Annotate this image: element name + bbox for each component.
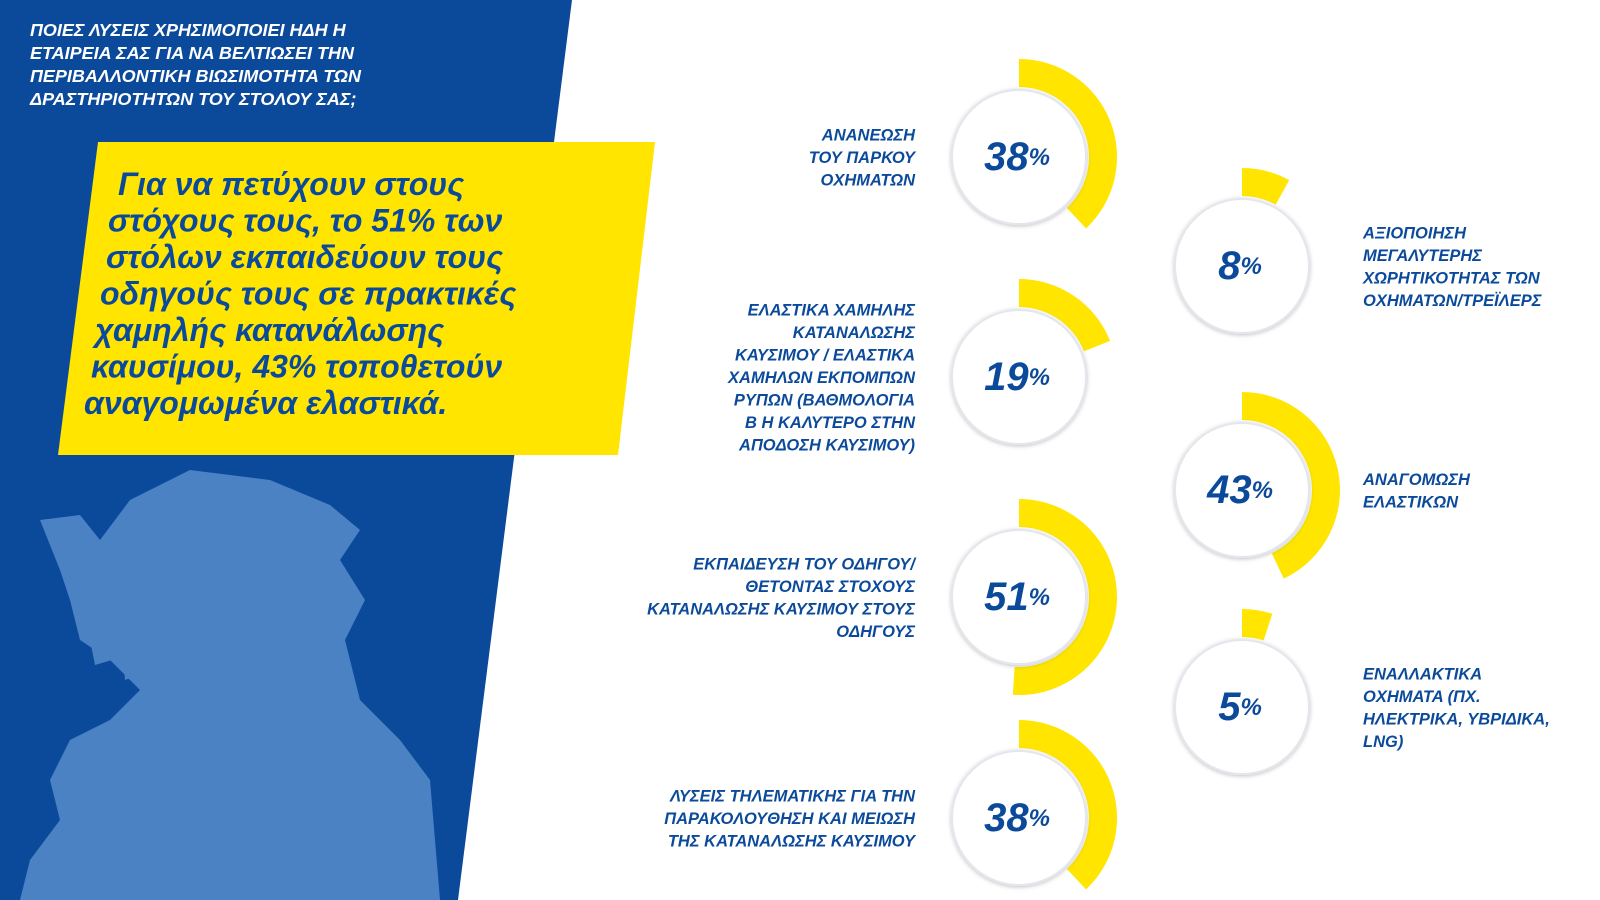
gauge-number: 51 xyxy=(984,575,1029,619)
gauge-arc xyxy=(1242,168,1290,205)
highlight-line: οδηγούς τους σε πρακτικές xyxy=(100,276,516,312)
gauge-number: 43 xyxy=(1206,468,1252,512)
gauge-label: ΑΞΙΟΠΟΙΗΣΗ xyxy=(1362,224,1467,242)
gauge-unit: % xyxy=(1029,584,1050,611)
gauge-label: ΘΕΤΟΝΤΑΣ ΣΤΟΧΟΥΣ xyxy=(745,578,915,596)
gauge-arc xyxy=(1019,59,1117,229)
gauge-disc xyxy=(951,309,1087,445)
gauge-disc xyxy=(1174,198,1310,334)
gauge-label: ΑΠΟΔΟΣΗ ΚΑΥΣΙΜΟΥ) xyxy=(738,437,915,455)
highlight-line: αναγομωμένα ελαστικά. xyxy=(84,385,447,421)
gauge-label: ΚΑΥΣΙΜΟΥ / ΕΛΑΣΤΙΚΑ xyxy=(735,347,915,365)
gauge-value: 51% xyxy=(984,575,1050,619)
gauge-arc xyxy=(1242,392,1340,579)
highlight-box xyxy=(58,142,655,455)
gauge-label: ΤΗΣ ΚΑΤΑΝΑΛΩΣΗΣ ΚΑΥΣΙΜΟΥ xyxy=(668,833,917,851)
gauge-label: ΚΑΤΑΝΑΛΩΣΗΣ ΚΑΥΣΙΜΟΥ ΣΤΟΥΣ xyxy=(647,600,915,618)
question-line: ΠΕΡΙΒΑΛΛΟΝΤΙΚΗ ΒΙΩΣΙΜΟΤΗΤΑ ΤΩΝ xyxy=(30,66,362,86)
gauge-label: ΑΝΑΝΕΩΣΗ xyxy=(821,127,916,145)
gauge-arc xyxy=(1012,499,1117,695)
gauge-value: 38% xyxy=(984,796,1050,840)
gauge-disc xyxy=(1174,639,1310,775)
gauge-value: 43% xyxy=(1206,468,1273,512)
gauge-value: 8% xyxy=(1218,244,1262,288)
gauge-label: Β Η ΚΑΛΥΤΕΡΟ ΣΤΗΝ xyxy=(745,414,916,432)
highlight-line: καυσίμου, 43% τοποθετούν xyxy=(91,349,502,385)
gauge-label: ΕΚΠΑΙΔΕΥΣΗ ΤΟΥ ΟΔΗΓΟΥ/ xyxy=(693,555,917,573)
gauge-label: ΕΛΑΣΤΙΚΩΝ xyxy=(1363,493,1459,511)
gauge-label: ΟΧΗΜΑΤΑ (ΠΧ. xyxy=(1363,688,1481,706)
gauge-label: ΠΑΡΑΚΟΛΟΥΘΗΣΗ ΚΑΙ ΜΕΙΩΣΗ xyxy=(664,810,916,828)
gauge-disc xyxy=(1174,422,1310,558)
gauge-number: 5 xyxy=(1218,685,1241,729)
gauge-label: ΚΑΤΑΝΑΛΩΣΗΣ xyxy=(793,324,915,342)
gauge-label: ΤΟΥ ΠΑΡΚΟΥ xyxy=(809,149,917,167)
gauge-value: 38% xyxy=(984,135,1050,179)
highlight-line: στόχους τους, το 51% των xyxy=(108,203,502,239)
gauge-disc xyxy=(951,750,1087,886)
question-line: ΕΤΑΙΡΕΙΑ ΣΑΣ ΓΙΑ ΝΑ ΒΕΛΤΙΩΣΕΙ ΤΗΝ xyxy=(30,43,355,63)
gauge-unit: % xyxy=(1029,364,1050,391)
gauge-label: ΧΑΜΗΛΩΝ ΕΚΠΟΜΠΩΝ xyxy=(727,369,916,387)
gauge-unit: % xyxy=(1029,805,1050,832)
question-line: ΠΟΙΕΣ ΛΥΣΕΙΣ ΧΡΗΣΙΜΟΠΟΙΕΙ ΗΔΗ Η xyxy=(30,20,347,40)
gauge-number: 38 xyxy=(984,796,1029,840)
gauge-label: ΟΔΗΓΟΥΣ xyxy=(836,623,915,641)
question-line: ΔΡΑΣΤΗΡΙΟΤΗΤΩΝ ΤΟΥ ΣΤΟΛΟΥ ΣΑΣ; xyxy=(29,89,357,109)
highlight-line: Για να πετύχουν στους xyxy=(118,166,464,202)
map xyxy=(20,470,440,900)
gauge-unit: % xyxy=(1029,144,1050,171)
gauge-label: ΕΝΑΛΛΑΚΤΙΚΑ xyxy=(1363,665,1482,683)
gauge-value: 5% xyxy=(1218,685,1262,729)
gauge-label: ΛΥΣΕΙΣ ΤΗΛΕΜΑΤΙΚΗΣ ΓΙΑ ΤΗΝ xyxy=(669,788,916,806)
gauge-label: ΑΝΑΓΟΜΩΣΗ xyxy=(1362,471,1471,489)
gauges: 38% ΑΝΑΝΕΩΣΗ ΤΟΥ ΠΑΡΚΟΥ ΟΧΗΜΑΤΩΝ 8% ΑΞΙΟΠΟΙΗΣ… xyxy=(647,59,1550,890)
highlight-line: στόλων εκπαιδεύουν τους xyxy=(106,239,503,275)
gauge-disc xyxy=(951,529,1087,665)
highlight-line: χαμηλής κατανάλωσης xyxy=(92,312,444,348)
gauge-number: 38 xyxy=(984,135,1029,179)
gauge-label: ΟΧΗΜΑΤΩΝ/ΤΡΕΪΛΕΡΣ xyxy=(1363,292,1542,310)
gauge-value: 19% xyxy=(984,355,1050,399)
gauge-unit: % xyxy=(1240,694,1261,721)
gauge-disc xyxy=(951,89,1087,225)
gauge-number: 19 xyxy=(984,355,1029,399)
gauge-unit: % xyxy=(1240,253,1261,280)
gauge-label: ΧΩΡΗΤΙΚΟΤΗΤΑΣ ΤΩΝ xyxy=(1362,269,1541,287)
gauge-label: ΕΛΑΣΤΙΚΑ ΧΑΜΗΛΗΣ xyxy=(748,302,916,320)
gauge-unit: % xyxy=(1252,477,1273,504)
gauge-arc xyxy=(1242,609,1273,641)
gauge-label: LNG) xyxy=(1363,733,1404,751)
gauge-label: ΗΛΕΚΤΡΙΚΑ, ΥΒΡΙΔΙΚΑ, xyxy=(1363,710,1550,728)
question: ΠΟΙΕΣ ΛΥΣΕΙΣ ΧΡΗΣΙΜΟΠΟΙΕΙ ΗΔΗ Η ΕΤΑΙΡΕΙΑ … xyxy=(29,20,362,109)
gauge-label: ΡΥΠΩΝ (ΒΑΘΜΟΛΟΓΙΑ xyxy=(734,392,915,410)
gauge-label: ΟΧΗΜΑΤΩΝ xyxy=(821,172,917,190)
gauge-arc xyxy=(1019,279,1111,352)
gauge-arc xyxy=(1019,720,1117,890)
gauge-label: ΜΕΓΑΛΥΤΕΡΗΣ xyxy=(1363,247,1482,265)
gauge-number: 8 xyxy=(1218,244,1241,288)
